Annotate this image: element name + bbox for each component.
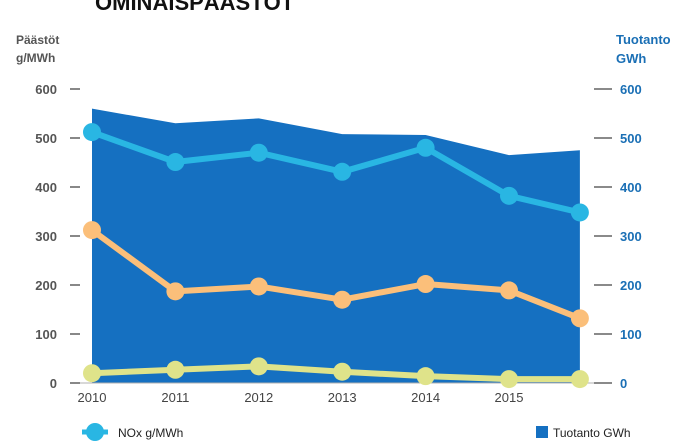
series-2-point (166, 360, 185, 379)
series-1-point (166, 282, 185, 301)
x-tick-label: 2011 (161, 390, 189, 405)
series-0-point (83, 123, 101, 142)
left-tick-label: 400 (35, 180, 57, 195)
left-tick-label: 300 (35, 229, 57, 244)
axes-layer: 0 0 100 100 200 200 300 300 400 400 500 500 600 600 20… (35, 82, 641, 405)
left-tick-label: 200 (35, 278, 57, 293)
series-2-point (416, 367, 435, 386)
series-2-point (83, 364, 101, 383)
series-1-point (500, 281, 518, 300)
legend-nox-marker (86, 423, 104, 441)
series-1-point (249, 277, 268, 296)
right-axis-title-line1: Tuotanto (616, 32, 671, 47)
series-lines-layer (83, 123, 589, 389)
left-tick-label: 100 (35, 327, 57, 342)
x-tick-label: 2010 (78, 390, 107, 405)
series-0-point (500, 186, 518, 205)
series-0-point (249, 143, 268, 162)
right-tick-label: 100 (620, 327, 642, 342)
left-tick-label: 500 (35, 131, 57, 146)
right-axis-title-line2: GWh (616, 51, 646, 66)
left-axis-title-line1: Päästöt (16, 33, 59, 47)
production-area (92, 108, 580, 383)
left-tick-label: 0 (50, 376, 57, 391)
series-2-point (500, 370, 518, 389)
series-0-point (570, 203, 589, 222)
series-1-point (570, 309, 589, 328)
series-0-point (333, 162, 352, 181)
series-1-point (333, 290, 352, 309)
right-tick-label: 600 (620, 82, 642, 97)
series-2-point (333, 362, 352, 381)
left-tick-label: 600 (35, 82, 57, 97)
legend-nox-label: NOx g/MWh (118, 426, 183, 440)
right-tick-label: 0 (620, 376, 627, 391)
legend-production-label: Tuotanto GWh (553, 426, 631, 440)
x-tick-label: 2012 (244, 390, 273, 405)
series-0-point (416, 138, 435, 157)
series-1-point (416, 275, 435, 294)
production-area-layer (92, 108, 580, 383)
legend: NOx g/MWh Tuotanto GWh (82, 423, 631, 441)
right-tick-label: 300 (620, 229, 642, 244)
right-tick-label: 200 (620, 278, 642, 293)
series-2-point (570, 370, 589, 389)
legend-production-swatch (536, 426, 548, 438)
series-1-point (83, 221, 101, 240)
left-axis-title-line2: g/MWh (16, 51, 55, 65)
x-tick-label: 2013 (328, 390, 357, 405)
chart-title: OMINAISPÄÄSTÖT (95, 0, 295, 15)
x-tick-label: 2014 (411, 390, 440, 405)
right-tick-label: 500 (620, 131, 642, 146)
right-tick-label: 400 (620, 180, 642, 195)
x-tick-label: 2015 (495, 390, 524, 405)
series-2-point (249, 357, 268, 376)
series-0-point (166, 153, 185, 172)
